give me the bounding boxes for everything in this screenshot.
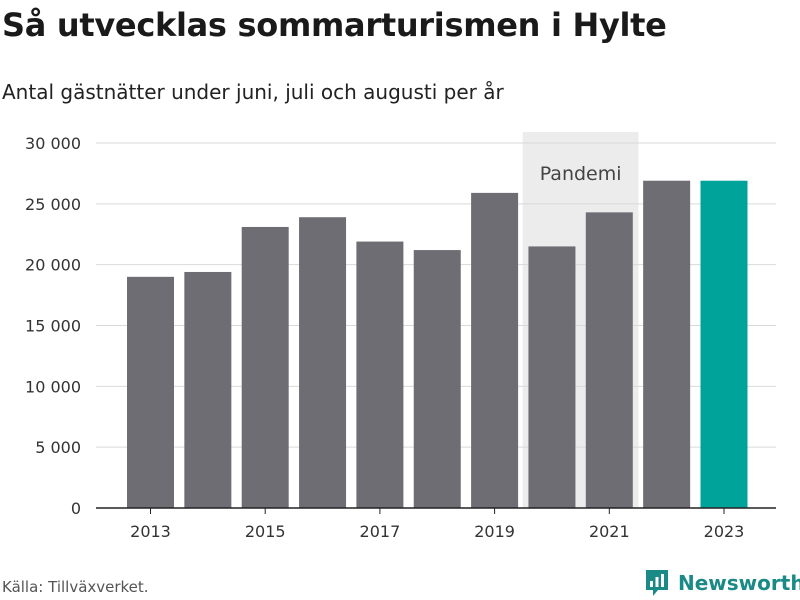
y-tick-label: 30 000 xyxy=(25,134,81,153)
x-tick-label: 2019 xyxy=(474,522,515,541)
bar xyxy=(299,217,347,508)
newsworthy-logo-icon xyxy=(646,570,668,596)
bar xyxy=(413,250,461,509)
bar xyxy=(700,180,748,508)
x-tick-label: 2017 xyxy=(360,522,401,541)
x-tick-label: 2015 xyxy=(245,522,286,541)
pandemic-annotation-label: Pandemi xyxy=(540,163,622,185)
bar xyxy=(356,241,404,509)
y-tick-label: 15 000 xyxy=(25,317,81,336)
y-tick-label: 20 000 xyxy=(25,256,81,275)
x-tick-label: 2023 xyxy=(704,522,745,541)
bar xyxy=(643,180,691,508)
bar xyxy=(471,192,519,508)
bar-chart: Pandemi 0 5 000 10 000 15 000 20 000 25 000 30… xyxy=(25,132,776,541)
axes xyxy=(96,507,776,514)
y-tick-label: 10 000 xyxy=(25,377,81,396)
bar xyxy=(241,226,289,508)
y-tick-label: 5 000 xyxy=(35,438,81,457)
y-tick-label: 25 000 xyxy=(25,195,81,214)
bar xyxy=(127,276,174,508)
chart-title: Så utvecklas sommarturismen i Hylte xyxy=(2,6,667,44)
chart-subtitle: Antal gästnätter under juni, juli och au… xyxy=(2,80,504,104)
source-note: Källa: Tillväxverket. xyxy=(2,578,149,596)
bar xyxy=(528,246,576,508)
brand-name: Newsworthy xyxy=(678,571,800,595)
x-tick-label: 2013 xyxy=(130,522,171,541)
bar xyxy=(585,212,633,508)
x-tick-label: 2021 xyxy=(589,522,630,541)
tick-labels: 0 5 000 10 000 15 000 20 000 25 000 30 000 2013… xyxy=(25,134,744,541)
bar xyxy=(184,271,232,508)
brand-logo: Newsworthy xyxy=(644,568,800,598)
y-tick-label: 0 xyxy=(71,499,81,518)
bars xyxy=(127,180,748,509)
